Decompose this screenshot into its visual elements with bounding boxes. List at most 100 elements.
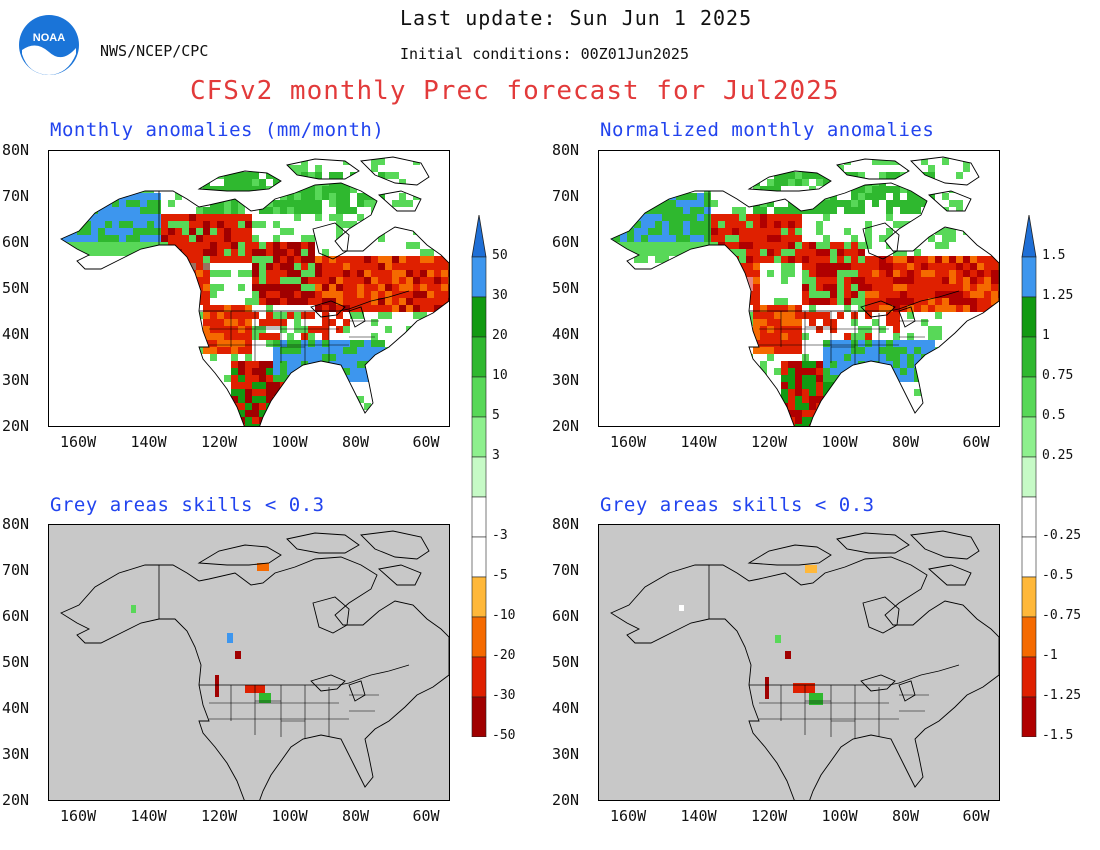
- anomaly-cell: [788, 389, 795, 396]
- anomaly-cell: [252, 179, 259, 186]
- anomaly-cell: [641, 242, 648, 249]
- anomaly-cell: [252, 424, 259, 426]
- anomaly-cell: [599, 312, 606, 319]
- anomaly-cell: [371, 368, 378, 375]
- anomaly-cell: [357, 368, 364, 375]
- anomaly-cell: [252, 221, 259, 228]
- anomaly-cell: [725, 270, 732, 277]
- anomaly-cell: [364, 403, 371, 410]
- anomaly-cell: [231, 410, 238, 417]
- anomaly-cell: [420, 298, 427, 305]
- anomaly-cell: [816, 157, 823, 158]
- anomaly-cell: [844, 305, 851, 312]
- anomaly-cell: [49, 200, 56, 207]
- anomaly-cell: [266, 396, 273, 403]
- anomaly-cell: [84, 165, 91, 172]
- anomaly-cell: [350, 221, 357, 228]
- hudson-bay-outline: [312, 222, 350, 260]
- anomaly-cell: [147, 200, 154, 207]
- anomaly-cell: [315, 403, 322, 410]
- anomaly-cell: [802, 389, 809, 396]
- anomaly-cell: [732, 326, 739, 333]
- anomaly-cell: [823, 200, 830, 207]
- anomaly-cell: [851, 207, 858, 214]
- colorbar-segment: [471, 296, 487, 338]
- anomaly-cell: [788, 172, 795, 179]
- anomaly-cell: [858, 284, 865, 291]
- anomaly-cell: [238, 249, 245, 256]
- anomaly-cell: [935, 256, 942, 263]
- anomaly-cell: [266, 319, 273, 326]
- anomaly-cell: [434, 291, 441, 298]
- anomaly-cell: [611, 312, 613, 319]
- anomaly-cell: [350, 291, 357, 298]
- colorbar-segment: [471, 256, 487, 298]
- anomaly-cell: [613, 326, 620, 333]
- anomaly-cell: [711, 200, 718, 207]
- anomaly-cell: [907, 298, 914, 305]
- anomaly-cell: [301, 263, 308, 270]
- anomaly-cell: [448, 200, 449, 207]
- anomaly-cell: [273, 263, 280, 270]
- anomaly-cell: [140, 277, 147, 284]
- anomaly-cell: [669, 228, 676, 235]
- anomaly-cell: [774, 256, 781, 263]
- anomaly-cell: [175, 214, 182, 221]
- anomaly-cell: [203, 256, 210, 263]
- anomaly-cell: [224, 270, 231, 277]
- anomaly-cell: [599, 228, 606, 235]
- anomaly-cell: [287, 340, 294, 347]
- initial-conditions-text: Initial conditions: 00Z01Jun2025: [400, 45, 689, 63]
- anomaly-cell: [977, 221, 984, 228]
- anomaly-cell: [378, 158, 385, 165]
- anomaly-cell: [781, 361, 788, 368]
- colorbar-segment: [1021, 416, 1037, 458]
- anomaly-cell: [669, 207, 676, 214]
- anomaly-cell: [273, 200, 280, 207]
- anomaly-cell: [732, 263, 739, 270]
- lat-tick-label: 60N: [552, 233, 580, 251]
- anomaly-cell: [795, 193, 802, 200]
- anomaly-cell: [266, 242, 273, 249]
- anomaly-cell: [238, 172, 245, 179]
- anomaly-cell: [774, 228, 781, 235]
- anomaly-cell: [203, 249, 210, 256]
- anomaly-cell: [126, 242, 133, 249]
- anomaly-cell: [935, 326, 942, 333]
- anomaly-cell: [287, 249, 294, 256]
- anomaly-cell: [252, 368, 259, 375]
- anomaly-cell: [189, 157, 196, 158]
- anomaly-cell: [669, 158, 676, 165]
- anomaly-cell: [837, 347, 844, 354]
- anomaly-cell: [399, 270, 406, 277]
- anomaly-cell: [634, 193, 641, 200]
- anomaly-cell: [210, 333, 217, 340]
- anomaly-cell: [865, 228, 872, 235]
- coastline: [60, 182, 449, 426]
- anomaly-cell: [893, 221, 900, 228]
- anomaly-cell: [77, 312, 84, 319]
- anomaly-cell: [858, 242, 865, 249]
- anomaly-cell: [984, 424, 991, 426]
- anomaly-cell: [91, 193, 98, 200]
- anomaly-cell: [816, 361, 823, 368]
- anomaly-cell: [196, 403, 203, 410]
- anomaly-cell: [413, 396, 420, 403]
- anomaly-cell: [746, 263, 753, 270]
- anomaly-cell: [963, 256, 970, 263]
- anomaly-cell: [147, 207, 154, 214]
- anomaly-cell: [210, 389, 217, 396]
- anomaly-cell: [133, 186, 140, 193]
- anomaly-cell: [224, 235, 231, 242]
- anomaly-cell: [746, 417, 753, 424]
- anomaly-cell: [648, 249, 655, 256]
- anomaly-cell: [210, 207, 217, 214]
- anomaly-cell: [732, 298, 739, 305]
- anomaly-cell: [900, 284, 907, 291]
- anomaly-cell: [739, 263, 746, 270]
- anomaly-cell: [963, 186, 970, 193]
- lat-tick-label: 70N: [552, 187, 580, 205]
- anomaly-cell: [61, 256, 63, 263]
- anomaly-cell: [865, 347, 872, 354]
- anomaly-cell: [921, 277, 928, 284]
